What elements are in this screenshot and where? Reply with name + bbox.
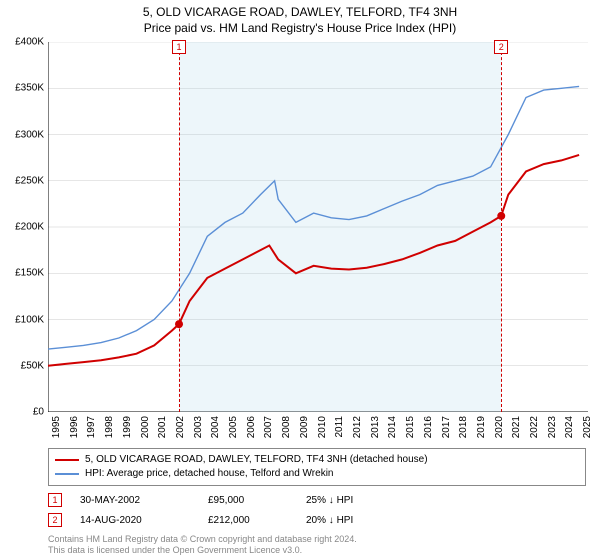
y-tick-label: £300K bbox=[15, 129, 44, 140]
legend-label-property: 5, OLD VICARAGE ROAD, DAWLEY, TELFORD, T… bbox=[85, 453, 428, 467]
sale-row-2: 2 14-AUG-2020 £212,000 20% ↓ HPI bbox=[48, 510, 572, 530]
chart-area: £0£50K£100K£150K£200K£250K£300K£350K£400… bbox=[48, 42, 588, 412]
x-tick-label: 1996 bbox=[69, 416, 80, 438]
x-tick-label: 2018 bbox=[458, 416, 469, 438]
x-tick-label: 2022 bbox=[529, 416, 540, 438]
y-tick-label: £200K bbox=[15, 222, 44, 233]
sale-rows: 1 30-MAY-2002 £95,000 25% ↓ HPI 2 14-AUG… bbox=[48, 490, 572, 530]
sale-row-1: 1 30-MAY-2002 £95,000 25% ↓ HPI bbox=[48, 490, 572, 510]
sale-price-2: £212,000 bbox=[208, 515, 288, 526]
sale-marker-2: 2 bbox=[48, 513, 62, 527]
x-tick-label: 2023 bbox=[547, 416, 558, 438]
y-tick-label: £400K bbox=[15, 37, 44, 48]
legend: 5, OLD VICARAGE ROAD, DAWLEY, TELFORD, T… bbox=[48, 448, 586, 486]
title-line-1: 5, OLD VICARAGE ROAD, DAWLEY, TELFORD, T… bbox=[0, 4, 600, 20]
sale-vline bbox=[501, 42, 502, 412]
x-tick-label: 2020 bbox=[494, 416, 505, 438]
legend-swatch-property bbox=[55, 459, 79, 461]
x-tick-label: 1999 bbox=[122, 416, 133, 438]
x-tick-label: 2015 bbox=[405, 416, 416, 438]
x-tick-label: 2024 bbox=[564, 416, 575, 438]
x-tick-label: 2005 bbox=[228, 416, 239, 438]
y-tick-label: £0 bbox=[33, 407, 44, 418]
x-tick-label: 2009 bbox=[299, 416, 310, 438]
x-tick-label: 2000 bbox=[140, 416, 151, 438]
sale-marker-box: 1 bbox=[172, 40, 186, 54]
x-tick-label: 1998 bbox=[104, 416, 115, 438]
footer: Contains HM Land Registry data © Crown c… bbox=[48, 534, 357, 556]
y-tick-label: £150K bbox=[15, 268, 44, 279]
x-tick-label: 2011 bbox=[334, 416, 345, 438]
x-tick-label: 2008 bbox=[281, 416, 292, 438]
x-tick-label: 2016 bbox=[423, 416, 434, 438]
title-line-2: Price paid vs. HM Land Registry's House … bbox=[0, 20, 600, 36]
x-tick-label: 2004 bbox=[210, 416, 221, 438]
y-tick-label: £50K bbox=[21, 360, 44, 371]
x-tick-label: 2003 bbox=[193, 416, 204, 438]
title-block: 5, OLD VICARAGE ROAD, DAWLEY, TELFORD, T… bbox=[0, 0, 600, 36]
sale-pct-1: 25% ↓ HPI bbox=[306, 495, 416, 506]
sale-pct-2: 20% ↓ HPI bbox=[306, 515, 416, 526]
sale-marker-1: 1 bbox=[48, 493, 62, 507]
x-tick-label: 2012 bbox=[352, 416, 363, 438]
x-tick-label: 2002 bbox=[175, 416, 186, 438]
x-tick-label: 2006 bbox=[246, 416, 257, 438]
y-tick-label: £100K bbox=[15, 314, 44, 325]
sale-vline bbox=[179, 42, 180, 412]
sale-date-2: 14-AUG-2020 bbox=[80, 515, 190, 526]
x-tick-label: 2014 bbox=[387, 416, 398, 438]
footer-line-1: Contains HM Land Registry data © Crown c… bbox=[48, 534, 357, 545]
sale-marker-box: 2 bbox=[494, 40, 508, 54]
legend-row-hpi: HPI: Average price, detached house, Telf… bbox=[55, 467, 579, 481]
x-tick-label: 2010 bbox=[317, 416, 328, 438]
x-tick-label: 2021 bbox=[511, 416, 522, 438]
x-tick-label: 2001 bbox=[157, 416, 168, 438]
x-tick-label: 2013 bbox=[370, 416, 381, 438]
legend-swatch-hpi bbox=[55, 473, 79, 475]
x-tick-label: 1997 bbox=[86, 416, 97, 438]
legend-row-property: 5, OLD VICARAGE ROAD, DAWLEY, TELFORD, T… bbox=[55, 453, 579, 467]
legend-label-hpi: HPI: Average price, detached house, Telf… bbox=[85, 467, 334, 481]
y-tick-label: £350K bbox=[15, 83, 44, 94]
x-tick-label: 2007 bbox=[263, 416, 274, 438]
sale-date-1: 30-MAY-2002 bbox=[80, 495, 190, 506]
x-tick-label: 1995 bbox=[51, 416, 62, 438]
price-chart bbox=[48, 42, 588, 412]
y-tick-label: £250K bbox=[15, 175, 44, 186]
x-tick-label: 2025 bbox=[582, 416, 593, 438]
sale-price-1: £95,000 bbox=[208, 495, 288, 506]
footer-line-2: This data is licensed under the Open Gov… bbox=[48, 545, 357, 556]
x-tick-label: 2019 bbox=[476, 416, 487, 438]
chart-container: 5, OLD VICARAGE ROAD, DAWLEY, TELFORD, T… bbox=[0, 0, 600, 560]
x-tick-label: 2017 bbox=[441, 416, 452, 438]
